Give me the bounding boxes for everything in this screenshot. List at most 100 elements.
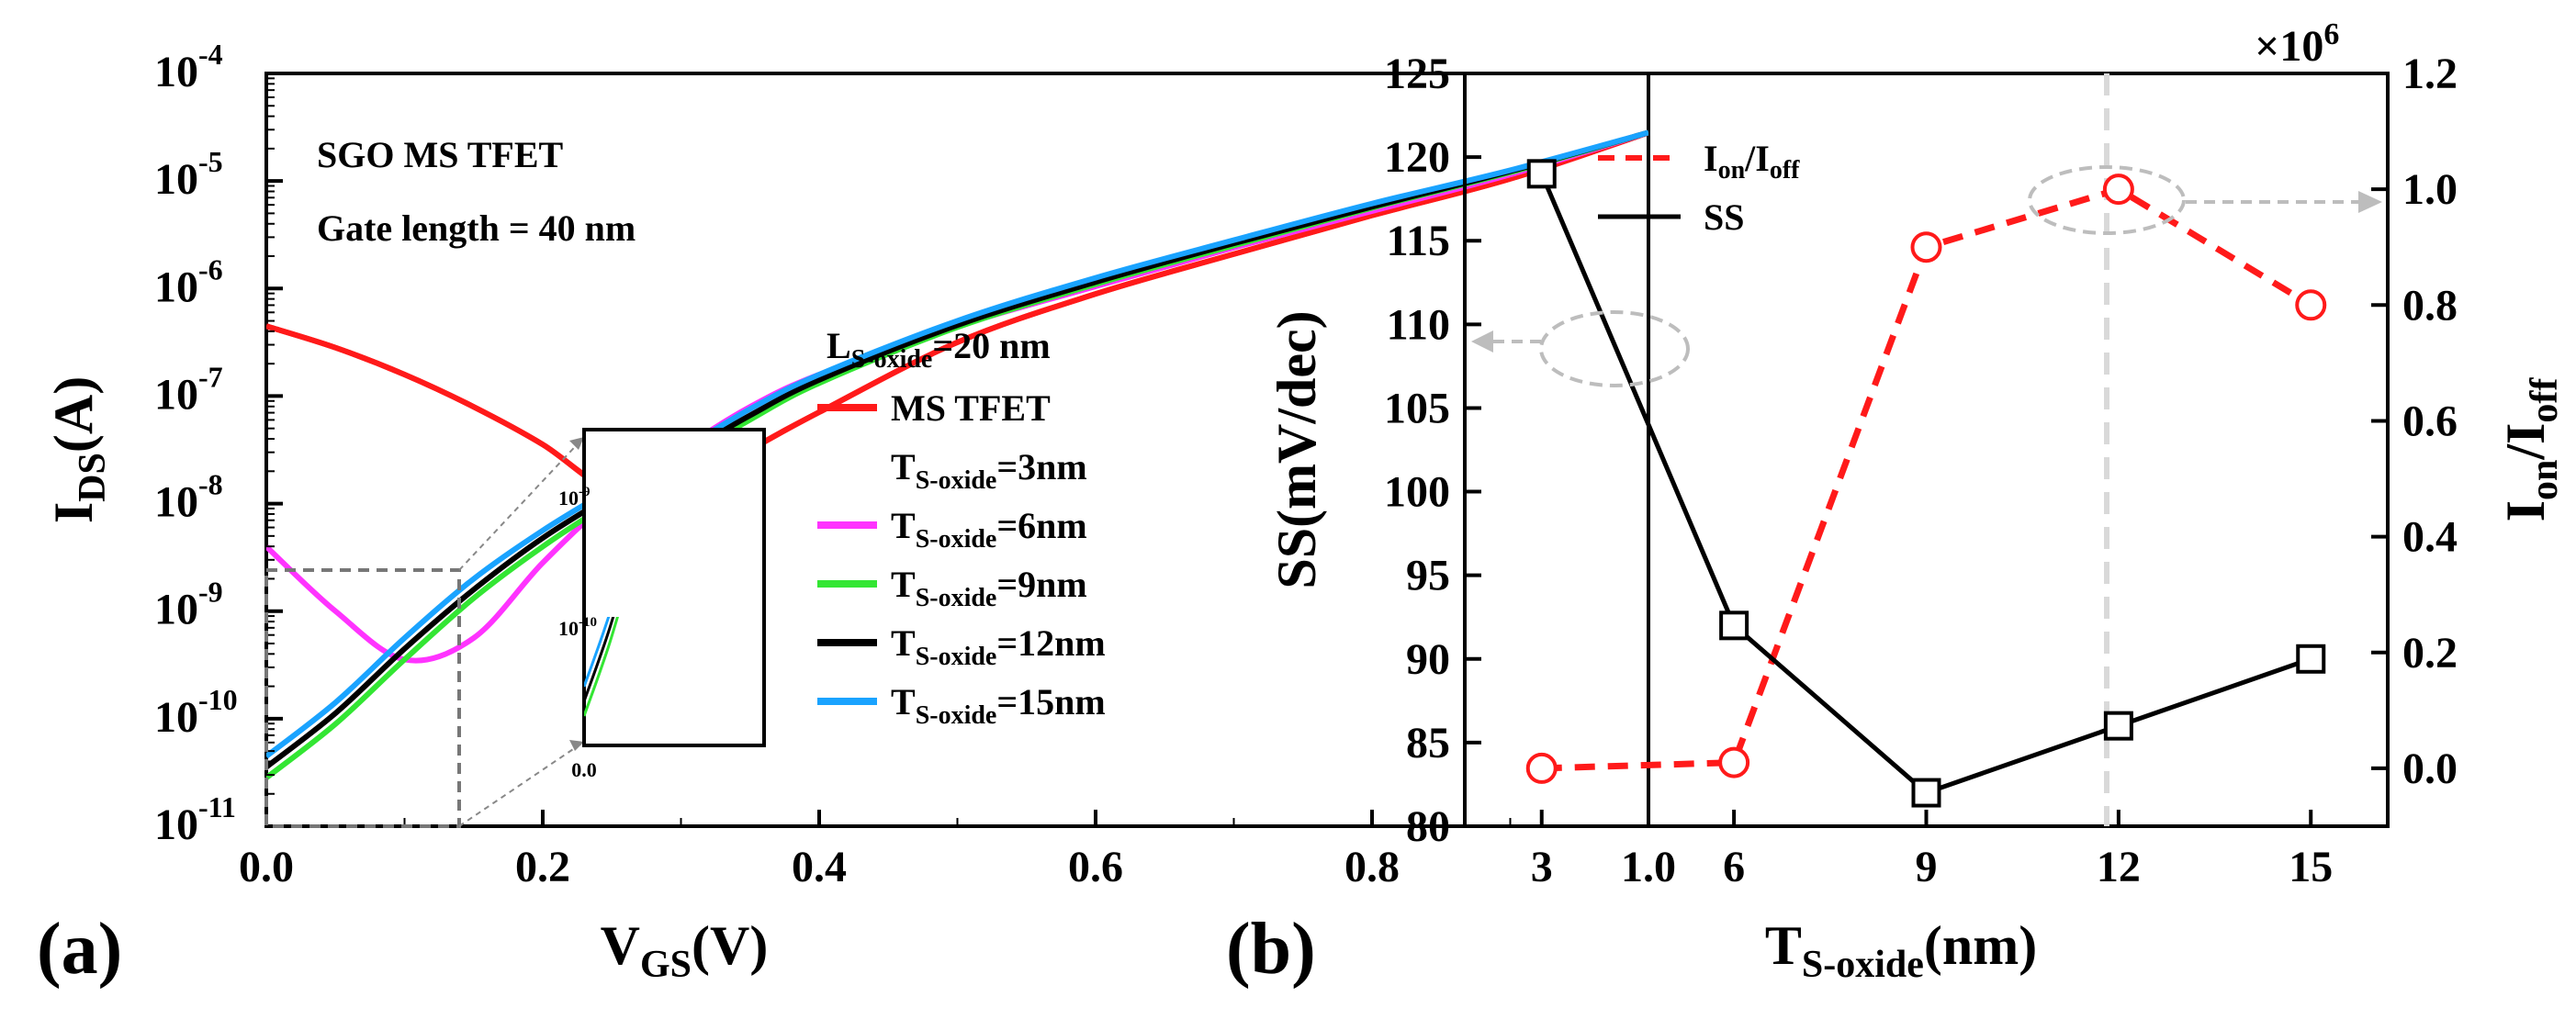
curve-a-1 [266, 129, 1648, 498]
y-ticks-right-b: 0.0 0.2 0.4 0.6 0.8 1.0 1.2 [2371, 50, 2458, 793]
y-left-tick-label-b: 125 [1384, 50, 1450, 98]
y-tick-label-a: 10-8 [154, 468, 223, 527]
ratio-marker-3 [2102, 174, 2134, 206]
x-tick-label-b: 9 [1916, 843, 1938, 891]
y-right-tick-label-b: 1.2 [2402, 50, 2458, 98]
series-line-b-0 [1541, 185, 2313, 772]
zoom-arrow-head-bottom [569, 740, 584, 751]
ratio-marker-1 [1718, 746, 1750, 778]
y-tick-label-a: 10-10 [154, 683, 238, 742]
inset-y-tick-1: 10-9 [558, 485, 591, 510]
plot-frame-b [1463, 72, 2390, 828]
y-axis-left-label-b: SS(mV/dec) [1266, 310, 1327, 588]
x-ticks-b: 3 6 9 12 15 [1531, 810, 2333, 891]
x-tick-label-b: 15 [2289, 843, 2333, 891]
curves-a [266, 129, 1648, 780]
ratio-marker-2 [1910, 231, 1942, 263]
x-tick-label-a: 1.0 [1621, 843, 1676, 891]
ss-marker-2 [1911, 778, 1941, 808]
x-tick-label-a: 0.4 [792, 843, 847, 891]
legend-a: LS-oxide=20 nm MS TFET TS-oxide=3nm TS-oxi… [817, 325, 1106, 730]
annotation-gate-length: Gate length = 40 nm [317, 207, 636, 249]
y-ticks-a: 10-11 10-10 10-9 10-8 10-7 10-6 10-5 10-4 [154, 38, 283, 849]
legend-a-label-0: MS TFET [891, 387, 1051, 429]
ratio-marker-4 [2295, 289, 2327, 321]
x-tick-label-a: 0.2 [515, 843, 570, 891]
y-left-tick-label-b: 120 [1384, 133, 1450, 182]
y-left-tick-label-b: 90 [1406, 635, 1450, 684]
y-right-tick-label-b: 0.6 [2402, 397, 2458, 445]
y-tick-label-a: 10-6 [154, 252, 223, 311]
ss-marker-1 [1719, 610, 1749, 641]
legend-b-ratio-label: Ion/Ioff [1704, 138, 1800, 185]
legend-header: LS-oxide=20 nm [827, 325, 1051, 374]
x-tick-label-b: 3 [1531, 843, 1553, 891]
annotation-device: SGO MS TFET [317, 134, 564, 175]
ss-marker-0 [1526, 159, 1557, 189]
ss-marker-3 [2103, 711, 2133, 741]
ratio-marker-0 [1525, 752, 1558, 784]
lines-b [1539, 173, 2313, 796]
right-axis-multiplier: ×106 [2255, 17, 2339, 71]
y-tick-label-a: 10-7 [154, 360, 223, 419]
x-tick-label-a: 0.6 [1068, 843, 1123, 891]
panel-label-a: (a) [37, 909, 122, 990]
ratio-curve-ellipse [2028, 165, 2186, 235]
x-axis-label-b: TS-oxide(nm) [1765, 915, 2037, 986]
y-left-tick-label-b: 110 [1387, 300, 1450, 349]
legend-b-ss-label: SS [1704, 196, 1745, 238]
legend-b: Ion/Ioff SS [1598, 138, 1800, 238]
y-right-tick-label-b: 1.0 [2402, 165, 2458, 214]
zoom-connector-top [458, 436, 585, 571]
x-ticks-a: 0.0 0.2 0.4 0.6 0.8 1.0 [239, 810, 1676, 891]
x-tick-label-a: 0.0 [239, 843, 294, 891]
x-tick-label-a: 0.8 [1344, 843, 1400, 891]
inset-plot: 10-9 10-10 0.0 [558, 428, 766, 781]
legend-a-label-4: TS-oxide=12nm [891, 622, 1106, 671]
zoom-connector-bottom [458, 741, 585, 827]
legend-a-label-3: TS-oxide=9nm [891, 564, 1087, 612]
x-tick-label-b: 12 [2097, 843, 2141, 891]
legend-a-label-2: TS-oxide=6nm [891, 505, 1087, 554]
y-tick-label-a: 10-9 [154, 576, 223, 634]
y-axis-label-a: IDS(A) [43, 376, 114, 523]
inset-curves [584, 617, 620, 717]
inset-curve-1 [584, 617, 620, 717]
x-tick-label-b: 6 [1723, 843, 1745, 891]
y-axis-right-label-b: Ion/Ioff [2495, 377, 2566, 522]
ss-axis-arrow-head [1471, 330, 1493, 353]
y-left-tick-label-b: 95 [1406, 552, 1450, 600]
curve-a-4 [266, 129, 1648, 769]
ratio-axis-arrow-head [2358, 191, 2382, 213]
series-line-b-1 [1539, 173, 2312, 796]
y-right-tick-label-b: 0.2 [2402, 629, 2458, 677]
y-right-tick-label-b: 0.0 [2402, 745, 2458, 793]
y-tick-label-a: 10-4 [154, 38, 223, 96]
y-tick-label-a: 10-11 [154, 790, 236, 849]
y-left-tick-label-b: 80 [1406, 802, 1450, 851]
y-ticks-left-b: 80 85 90 95 100 105 110 115 120 125 [1384, 50, 1481, 851]
legend-a-label-5: TS-oxide=15nm [891, 681, 1106, 730]
curve-a-5 [266, 129, 1648, 759]
markers-b [1525, 159, 2327, 808]
y-left-tick-label-b: 105 [1384, 384, 1450, 432]
zoom-region-box [264, 568, 461, 828]
ss-curve-ellipse [1539, 310, 1690, 387]
y-left-tick-label-b: 115 [1387, 217, 1450, 265]
y-tick-label-a: 10-5 [154, 145, 223, 204]
x-axis-label-a: VGS(V) [601, 915, 769, 986]
y-left-tick-label-b: 85 [1406, 719, 1450, 767]
ss-marker-4 [2296, 644, 2326, 674]
inset-x-tick: 0.0 [571, 758, 597, 781]
y-left-tick-label-b: 100 [1384, 468, 1450, 517]
panel-label-b: (b) [1226, 909, 1316, 990]
y-right-tick-label-b: 0.8 [2402, 281, 2458, 330]
inset-y-tick-2: 10-10 [558, 615, 597, 640]
inset-curve-2 [584, 617, 615, 702]
zoom-arrow-head-top [569, 437, 584, 450]
legend-a-label-1: TS-oxide=3nm [891, 446, 1087, 495]
y-right-tick-label-b: 0.4 [2402, 513, 2458, 562]
